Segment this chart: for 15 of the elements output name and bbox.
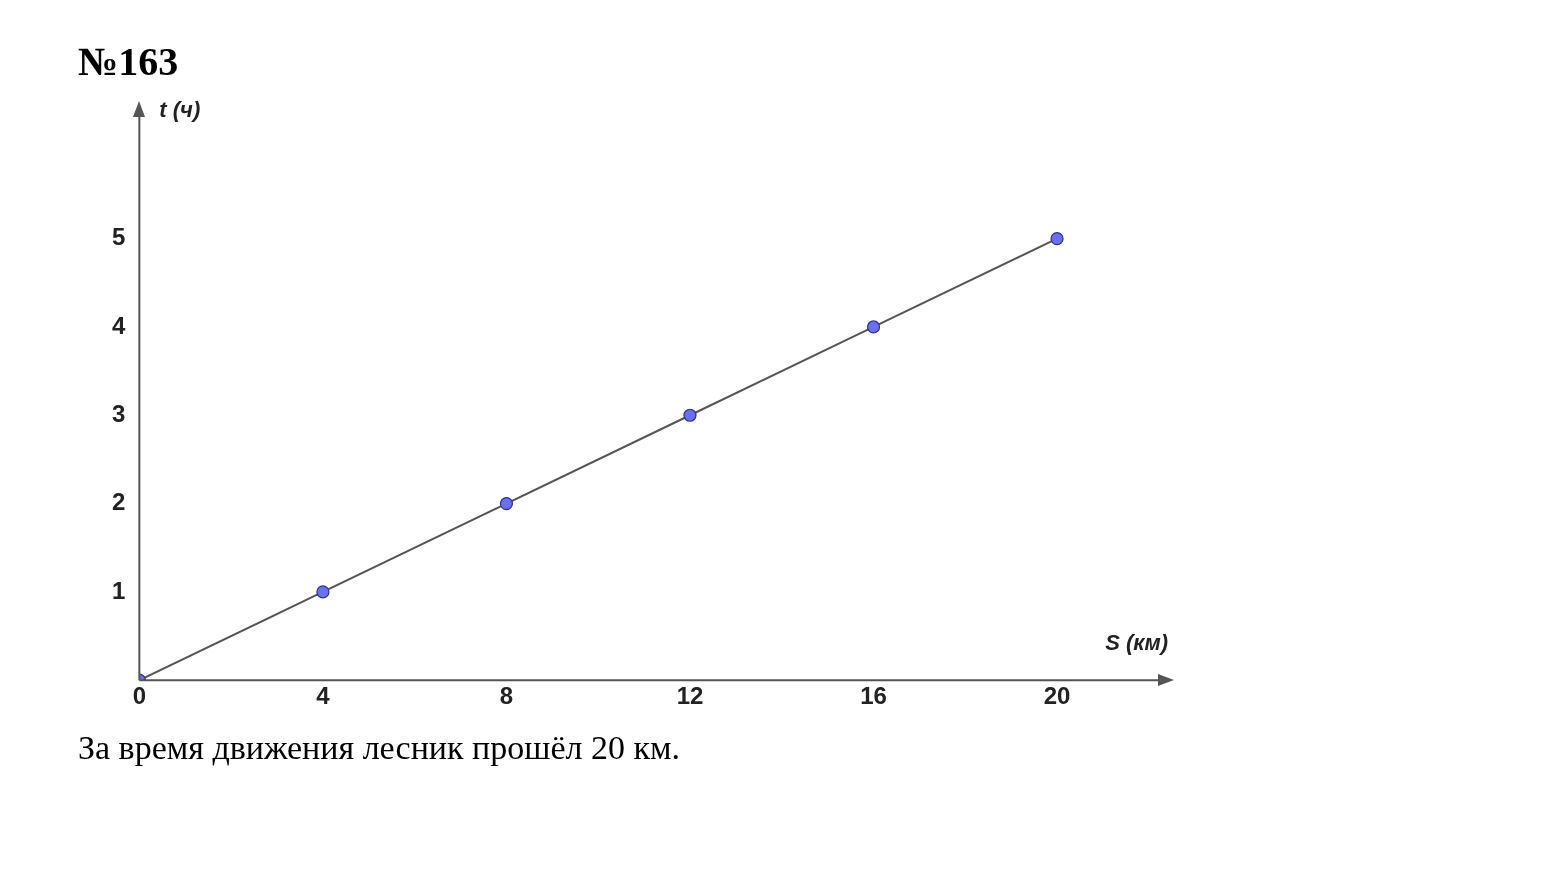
y-tick-label: 4 [111, 311, 126, 339]
y-axis-title: t (ч) [159, 97, 201, 123]
chart-title: №163 [77, 38, 180, 85]
x-tick-label: 16 [860, 682, 887, 710]
y-tick-label: 3 [111, 399, 126, 427]
x-tick-label: 4 [316, 682, 331, 710]
x-tick-label: 20 [1043, 682, 1071, 710]
y-tick-label: 5 [111, 223, 126, 251]
x-tick-label: 8 [499, 682, 514, 710]
x-tick-label: 0 [132, 682, 147, 710]
y-tick-label: 2 [111, 488, 126, 516]
x-tick-label: 12 [676, 682, 704, 710]
y-tick-label: 1 [111, 576, 126, 604]
text: За время движения лесник прошёл 20 км. [78, 729, 681, 767]
x-axis-title: S (км) [1105, 630, 1168, 656]
